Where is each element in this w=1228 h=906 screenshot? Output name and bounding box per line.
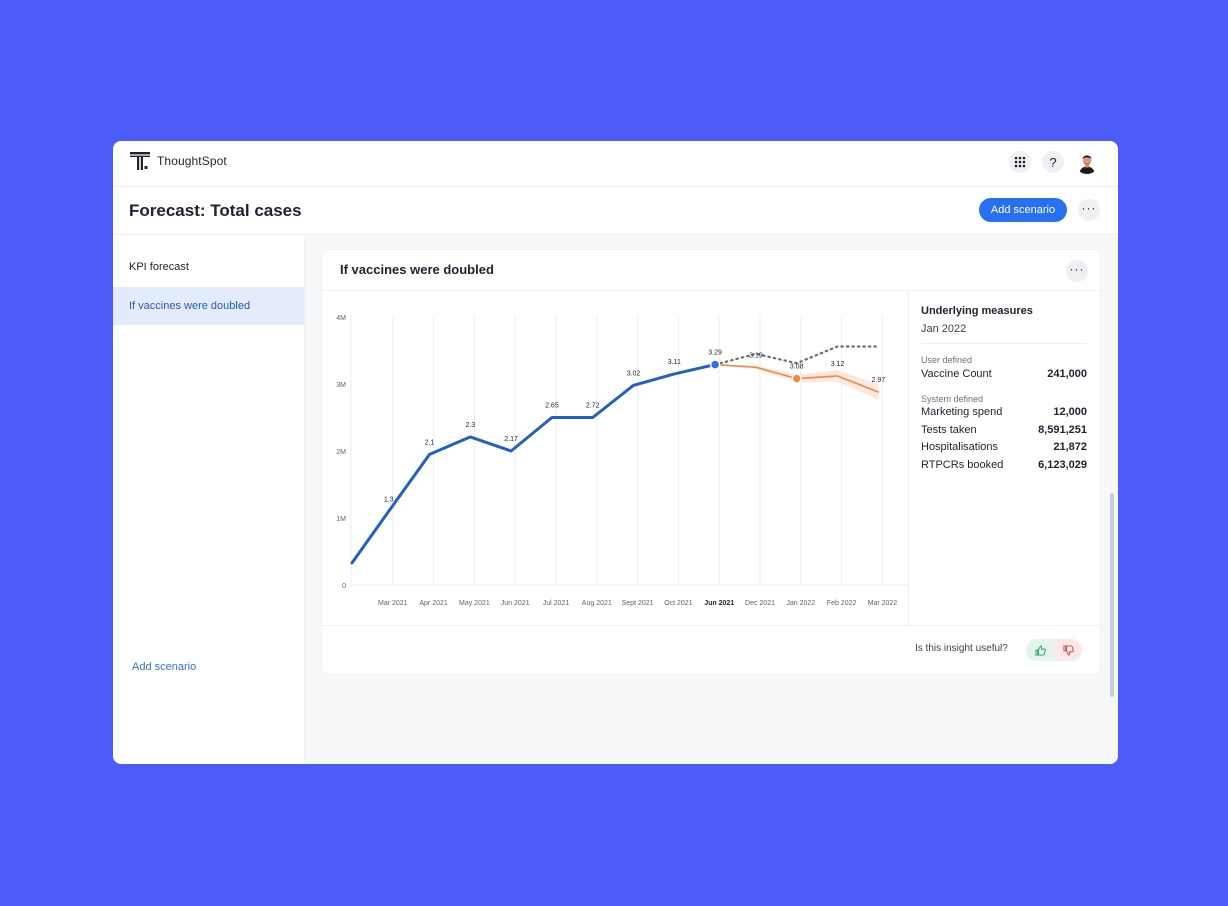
- data-label: 1.3: [384, 496, 394, 503]
- measure-value: 8,591,251: [1038, 423, 1087, 436]
- measure-value: 241,000: [1047, 367, 1087, 380]
- card-footer: Is this insight useful?: [322, 625, 1100, 674]
- x-tick-label: Apr 2021: [419, 600, 448, 607]
- x-tick-label: Jun 2021: [501, 600, 530, 607]
- sidebar-item-label: KPI forecast: [129, 261, 189, 273]
- insight-card: If vaccines were doubled ··· 0 1M 2M 3M 4M Ma…: [322, 250, 1100, 674]
- brand-name: ThoughtSpot: [157, 154, 227, 168]
- data-label: 3.02: [627, 370, 641, 377]
- measure-value: 21,872: [1053, 441, 1087, 454]
- card-title: If vaccines were doubled: [340, 262, 494, 277]
- measure-row: Vaccine Count 241,000: [921, 365, 1087, 383]
- thumbs-up-button[interactable]: [1026, 639, 1054, 661]
- add-scenario-button[interactable]: Add scenario: [979, 198, 1067, 222]
- data-label: 3.08: [790, 364, 804, 371]
- data-label: 2.17: [504, 436, 518, 443]
- brand-logo[interactable]: ThoughtSpot: [130, 152, 227, 170]
- grid-icon: [1014, 156, 1026, 168]
- top-bar: ThoughtSpot ?: [113, 141, 1118, 187]
- measure-row: RTPCRs booked 6,123,029: [921, 456, 1087, 474]
- avatar-icon: [1075, 150, 1099, 174]
- measure-value: 12,000: [1053, 406, 1087, 419]
- x-tick-label: May 2021: [459, 600, 490, 607]
- data-label: 3.11: [668, 359, 681, 366]
- thoughtspot-logo-icon: [130, 152, 150, 170]
- apps-grid-button[interactable]: [1009, 151, 1031, 173]
- y-tick-label: 1M: [336, 516, 346, 523]
- card-more-button[interactable]: ···: [1066, 260, 1088, 282]
- x-tick-label: Jun 2021: [704, 600, 734, 607]
- help-icon: ?: [1049, 154, 1057, 170]
- y-tick-label: 4M: [336, 315, 346, 322]
- x-tick-label: Oct 2021: [664, 600, 693, 607]
- measure-name: Vaccine Count: [921, 367, 992, 380]
- system-defined-label: System defined: [921, 393, 984, 404]
- underlying-measures-panel: Underlying measures Jan 2022 User define…: [909, 292, 1100, 625]
- x-tick-label: Feb 2022: [827, 600, 857, 607]
- forecast-chart-svg: 0 1M 2M 3M 4M Mar 2021 Apr 2021 May 2021 Jun 202…: [336, 315, 908, 607]
- sidebar-item-label: If vaccines were doubled: [129, 300, 251, 312]
- measure-row: Marketing spend 12,000: [921, 404, 1087, 422]
- x-tick-label: Mar 2022: [868, 600, 898, 607]
- sidebar-add-scenario-link[interactable]: Add scenario: [132, 661, 197, 673]
- page-title: Forecast: Total cases: [129, 201, 302, 220]
- x-tick-label: Jul 2021: [543, 600, 570, 607]
- data-label: 3.29: [708, 350, 722, 357]
- measure-name: RTPCRs booked: [921, 458, 1004, 471]
- scenario-sidebar: KPI forecast If vaccines were doubled Ad…: [113, 236, 305, 764]
- data-label: 3.19: [749, 352, 763, 359]
- forecast-chart: 0 1M 2M 3M 4M Mar 2021 Apr 2021 May 2021 Jun 202…: [322, 292, 908, 625]
- scrollbar[interactable]: [1110, 493, 1114, 697]
- actual-series-line: [350, 363, 717, 565]
- x-tick-label: Dec 2021: [745, 600, 775, 607]
- help-button[interactable]: ?: [1042, 151, 1064, 173]
- sidebar-divider: [304, 236, 305, 764]
- panel-title: Underlying measures: [921, 305, 1033, 317]
- measure-name: Tests taken: [921, 423, 977, 436]
- x-tick-label: Aug 2021: [582, 600, 612, 607]
- data-label: 2.72: [586, 403, 600, 410]
- thumbs-down-icon: [1062, 644, 1074, 656]
- data-label: 2.97: [872, 377, 886, 384]
- sidebar-item-kpi-forecast[interactable]: KPI forecast: [113, 248, 304, 286]
- page-header: Forecast: Total cases Add scenario ···: [113, 187, 1118, 235]
- feedback-buttons: [1026, 639, 1082, 661]
- thumbs-up-icon: [1034, 644, 1046, 656]
- measure-row: Tests taken 8,591,251: [921, 421, 1087, 439]
- app-window: ThoughtSpot ?: [113, 141, 1118, 764]
- card-header: If vaccines were doubled ···: [322, 250, 1100, 291]
- highlight-point: [791, 373, 802, 384]
- measure-name: Hospitalisations: [921, 441, 999, 454]
- y-tick-label: 3M: [336, 382, 346, 389]
- measure-value: 6,123,029: [1038, 458, 1087, 471]
- measure-row: Hospitalisations 21,872: [921, 439, 1087, 457]
- data-label: 3.12: [831, 361, 845, 368]
- data-label: 2.3: [465, 422, 475, 429]
- more-icon: ···: [1069, 262, 1085, 276]
- highlight-point: [709, 359, 721, 370]
- panel-divider: [908, 292, 909, 625]
- measure-name: Marketing spend: [921, 406, 1003, 419]
- feedback-question: Is this insight useful?: [915, 643, 1008, 654]
- thumbs-down-button[interactable]: [1054, 639, 1082, 661]
- x-tick-label: Mar 2021: [378, 600, 408, 607]
- scenario-series-line: [714, 345, 880, 366]
- more-icon: ···: [1081, 201, 1097, 215]
- x-tick-label: Sept 2021: [622, 600, 654, 607]
- data-label: 2.1: [425, 439, 435, 446]
- x-tick-label: Jan 2022: [786, 600, 815, 607]
- y-tick-label: 2M: [336, 449, 346, 456]
- y-tick-label: 0: [342, 583, 346, 590]
- page-more-button[interactable]: ···: [1078, 199, 1100, 221]
- panel-date: Jan 2022: [921, 323, 1087, 344]
- sidebar-item-vaccines-doubled[interactable]: If vaccines were doubled: [113, 287, 304, 325]
- user-avatar[interactable]: [1075, 150, 1099, 174]
- user-defined-label: User defined: [921, 355, 973, 365]
- data-label: 2.65: [545, 403, 559, 410]
